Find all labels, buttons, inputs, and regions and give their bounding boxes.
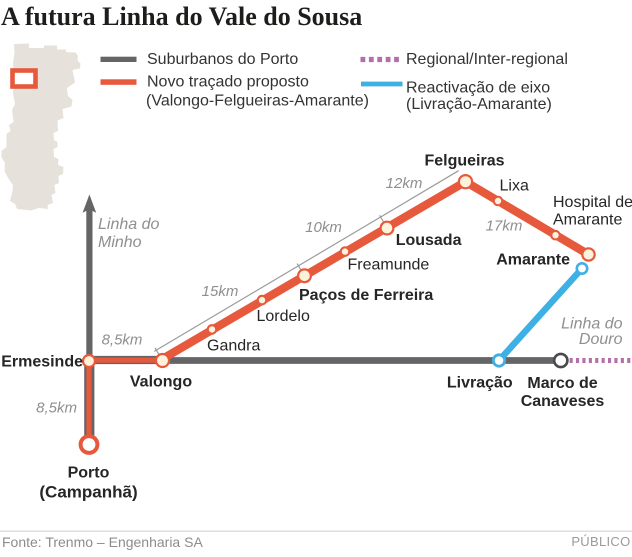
svg-text:15km: 15km xyxy=(202,283,239,300)
svg-text:Marco de: Marco de xyxy=(527,375,597,392)
svg-text:Valongo: Valongo xyxy=(130,374,192,391)
svg-text:8,5km: 8,5km xyxy=(36,399,77,416)
svg-text:Gandra: Gandra xyxy=(207,338,260,355)
svg-text:Lixa: Lixa xyxy=(500,178,529,195)
svg-text:8,5km: 8,5km xyxy=(102,331,143,348)
svg-text:Amarante: Amarante xyxy=(553,212,622,229)
svg-text:A futura Linha do Vale do Sous: A futura Linha do Vale do Sousa xyxy=(1,2,362,31)
svg-text:Porto: Porto xyxy=(68,465,110,482)
svg-text:Freamunde: Freamunde xyxy=(348,257,430,274)
svg-text:Felgueiras: Felgueiras xyxy=(424,153,504,170)
svg-text:Paços de Ferreira: Paços de Ferreira xyxy=(299,287,433,304)
svg-text:Minho: Minho xyxy=(98,234,142,251)
svg-text:PÚBLICO: PÚBLICO xyxy=(571,534,630,549)
svg-text:Suburbanos do Porto: Suburbanos do Porto xyxy=(147,51,298,68)
svg-text:Linha do: Linha do xyxy=(561,316,622,333)
svg-text:10km: 10km xyxy=(305,219,342,236)
svg-text:Reactivação de eixo: Reactivação de eixo xyxy=(406,79,550,96)
svg-text:Douro: Douro xyxy=(579,331,623,348)
svg-text:(Valongo-Felgueiras-Amarante): (Valongo-Felgueiras-Amarante) xyxy=(146,92,369,109)
svg-text:(Campanhã): (Campanhã) xyxy=(39,482,137,501)
svg-text:Livração: Livração xyxy=(447,375,513,392)
svg-text:17km: 17km xyxy=(486,218,523,235)
svg-text:Linha do: Linha do xyxy=(98,216,159,233)
svg-text:Canaveses: Canaveses xyxy=(521,393,605,410)
svg-text:(Livração-Amarante): (Livração-Amarante) xyxy=(406,96,552,113)
svg-text:Hospital de: Hospital de xyxy=(553,194,632,211)
svg-text:Ermesinde: Ermesinde xyxy=(1,354,83,371)
svg-text:Fonte: Trenmo – Engenharia SA: Fonte: Trenmo – Engenharia SA xyxy=(2,534,203,550)
svg-text:Novo traçado proposto: Novo traçado proposto xyxy=(147,74,309,91)
svg-text:Lousada: Lousada xyxy=(396,232,462,249)
svg-text:Lordelo: Lordelo xyxy=(257,308,310,325)
svg-text:12km: 12km xyxy=(386,175,423,192)
svg-text:Amarante: Amarante xyxy=(496,252,570,269)
svg-text:Regional/Inter-regional: Regional/Inter-regional xyxy=(406,51,568,68)
